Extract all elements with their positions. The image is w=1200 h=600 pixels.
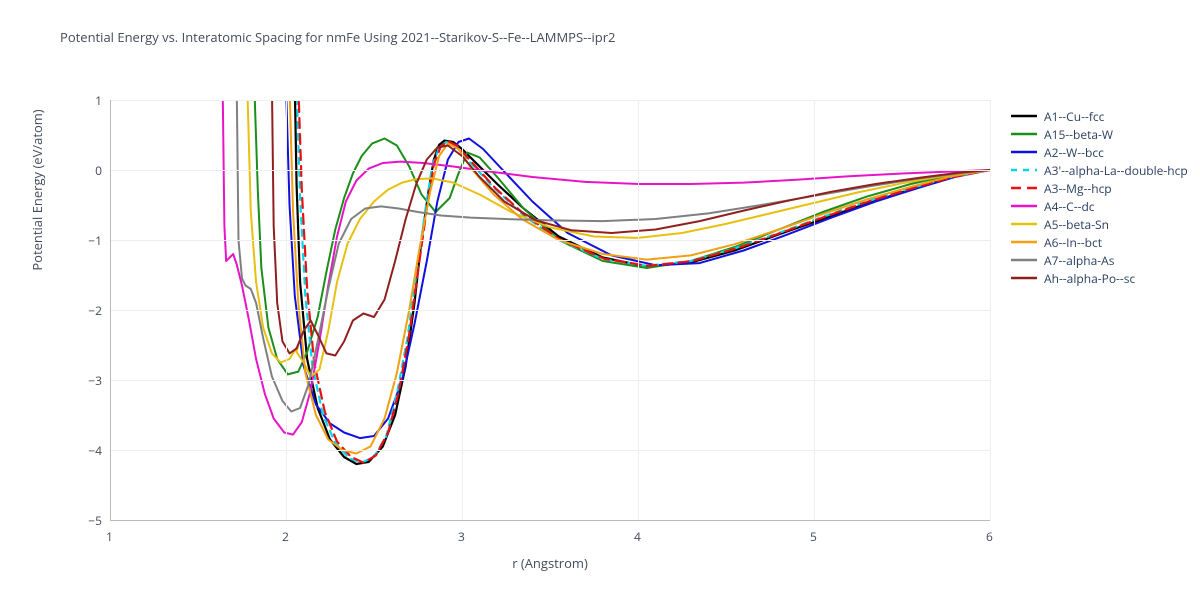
- legend[interactable]: A1--Cu--fccA15--beta-WA2--W--bccA3'--alp…: [1010, 108, 1188, 288]
- grid-horizontal: [110, 170, 990, 171]
- legend-item[interactable]: A3'--alpha-La--double-hcp: [1010, 162, 1188, 178]
- y-axis-line: [110, 100, 111, 520]
- legend-label: Ah--alpha-Po--sc: [1044, 270, 1135, 287]
- x-tick-label: 4: [634, 528, 641, 545]
- legend-label: A4--C--dc: [1044, 198, 1095, 215]
- legend-item[interactable]: A3--Mg--hcp: [1010, 180, 1188, 196]
- y-axis-label: Potential Energy (eV/atom): [28, 0, 46, 400]
- grid-horizontal: [110, 240, 990, 241]
- legend-label: A3--Mg--hcp: [1044, 180, 1112, 197]
- x-tick-label: 1: [106, 528, 113, 545]
- legend-label: A15--beta-W: [1044, 126, 1113, 143]
- legend-swatch-icon: [1010, 145, 1038, 159]
- x-tick-label: 6: [986, 528, 993, 545]
- chart-container: Potential Energy vs. Interatomic Spacing…: [0, 0, 1200, 600]
- y-tick-label: 0: [95, 162, 102, 179]
- legend-item[interactable]: A6--In--bct: [1010, 234, 1188, 250]
- series-line[interactable]: [297, 86, 990, 463]
- x-tick-label: 2: [282, 528, 289, 545]
- legend-swatch-icon: [1010, 163, 1038, 177]
- legend-label: A7--alpha-As: [1044, 252, 1114, 269]
- y-tick-label: −4: [88, 442, 102, 459]
- chart-title: Potential Energy vs. Interatomic Spacing…: [60, 28, 615, 46]
- legend-swatch-icon: [1010, 127, 1038, 141]
- x-axis-line: [110, 520, 990, 521]
- series-line[interactable]: [295, 86, 990, 464]
- legend-item[interactable]: Ah--alpha-Po--sc: [1010, 270, 1188, 286]
- legend-swatch-icon: [1010, 109, 1038, 123]
- legend-label: A3'--alpha-La--double-hcp: [1044, 162, 1188, 179]
- legend-swatch-icon: [1010, 271, 1038, 285]
- series-line[interactable]: [247, 86, 990, 377]
- grid-vertical: [990, 100, 991, 520]
- x-axis-label: r (Angstrom): [110, 554, 990, 572]
- series-line[interactable]: [254, 86, 990, 374]
- x-tick-label: 5: [810, 528, 817, 545]
- legend-label: A5--beta-Sn: [1044, 216, 1109, 233]
- plot-area[interactable]: [110, 100, 990, 520]
- legend-swatch-icon: [1010, 217, 1038, 231]
- x-tick-label: 3: [458, 528, 465, 545]
- series-line[interactable]: [298, 86, 990, 463]
- series-line[interactable]: [237, 86, 990, 412]
- y-tick-label: −3: [88, 372, 102, 389]
- legend-item[interactable]: A1--Cu--fcc: [1010, 108, 1188, 124]
- legend-label: A1--Cu--fcc: [1044, 108, 1104, 125]
- legend-swatch-icon: [1010, 235, 1038, 249]
- y-tick-label: 1: [95, 92, 102, 109]
- legend-swatch-icon: [1010, 181, 1038, 195]
- legend-item[interactable]: A4--C--dc: [1010, 198, 1188, 214]
- legend-item[interactable]: A7--alpha-As: [1010, 252, 1188, 268]
- grid-horizontal: [110, 100, 990, 101]
- legend-label: A2--W--bcc: [1044, 144, 1104, 161]
- legend-swatch-icon: [1010, 253, 1038, 267]
- y-tick-label: −2: [88, 302, 102, 319]
- grid-horizontal: [110, 380, 990, 381]
- y-tick-label: −5: [88, 512, 102, 529]
- grid-horizontal: [110, 310, 990, 311]
- legend-swatch-icon: [1010, 199, 1038, 213]
- legend-label: A6--In--bct: [1044, 234, 1102, 251]
- grid-horizontal: [110, 450, 990, 451]
- legend-item[interactable]: A15--beta-W: [1010, 126, 1188, 142]
- legend-item[interactable]: A5--beta-Sn: [1010, 216, 1188, 232]
- legend-item[interactable]: A2--W--bcc: [1010, 144, 1188, 160]
- y-tick-label: −1: [88, 232, 102, 249]
